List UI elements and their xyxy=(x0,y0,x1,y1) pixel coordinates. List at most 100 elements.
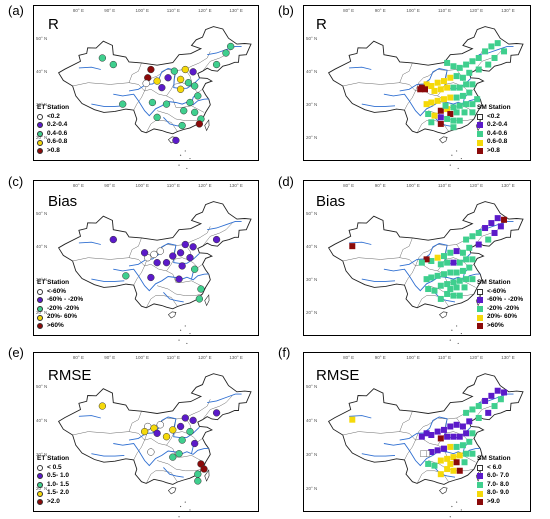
panel-label-a: (a) xyxy=(8,3,24,18)
longitude-label: 100° E xyxy=(135,183,150,188)
legend-title: ET Station xyxy=(37,455,70,462)
latitude-label: 30° N xyxy=(306,451,318,457)
legend-swatch xyxy=(477,323,483,330)
legend-item: >60% xyxy=(477,322,523,331)
latitude-label: 40° N xyxy=(36,417,48,423)
legend-swatch xyxy=(477,113,483,120)
legend-label: 20%- 60% xyxy=(487,313,517,321)
legend-swatch xyxy=(477,131,483,138)
latitude-label: 30° N xyxy=(306,102,318,108)
legend-label: <-60% xyxy=(47,287,66,295)
longitude-label: 100° E xyxy=(135,355,150,360)
legend-label: 0.2-0.4 xyxy=(487,121,508,129)
legend-item: -20% -20% xyxy=(477,305,523,314)
latitude-label: 40° N xyxy=(306,244,318,250)
latitude-label: 50° N xyxy=(36,36,48,42)
legend-item: 0.4-0.6 xyxy=(477,130,511,139)
legend-swatch xyxy=(37,490,43,497)
legend-item: -60% - -20% xyxy=(477,296,523,305)
legend-swatch xyxy=(477,306,483,313)
legend-item: 0.5- 1.0 xyxy=(37,472,69,481)
legend-label: <0.2 xyxy=(487,112,500,120)
legend-swatch xyxy=(37,288,43,295)
legend-label: 20%- 60% xyxy=(47,313,77,321)
legend-swatch xyxy=(37,306,43,313)
legend-title: SM Station xyxy=(477,455,511,462)
longitude-label: 100° E xyxy=(406,355,420,360)
panel-label-d: (d) xyxy=(278,174,294,189)
longitude-label: 100° E xyxy=(135,8,150,13)
panel-label-e: (e) xyxy=(8,345,24,360)
legend-label: < 0.5 xyxy=(47,463,62,471)
longitude-label: 130° E xyxy=(501,8,515,13)
legend-swatch xyxy=(477,288,483,295)
longitude-label: 100° E xyxy=(406,183,420,188)
panel-label-c: (c) xyxy=(8,174,24,189)
legend-item: -60% - -20% xyxy=(37,296,83,305)
south-sea-islet xyxy=(449,516,451,518)
legend-item: < 0.5 xyxy=(37,464,69,473)
longitude-label: 110° E xyxy=(437,355,452,360)
longitude-label: 120° E xyxy=(469,8,484,13)
legend-label: >2.0 xyxy=(47,497,60,505)
legend-swatch xyxy=(37,323,43,330)
legend-item: 0.2-0.4 xyxy=(477,121,511,130)
south-sea-islet xyxy=(449,339,451,341)
legend-label: -20% -20% xyxy=(47,304,80,312)
legend-item: 0.2-0.4 xyxy=(37,121,69,130)
legend-swatch xyxy=(477,490,483,497)
legend-swatch xyxy=(477,148,483,155)
legend-label: 6.0- 7.0 xyxy=(487,472,510,480)
latitude-label: 30° N xyxy=(36,451,48,457)
longitude-label: 110° E xyxy=(166,355,180,360)
legend-swatch xyxy=(37,139,43,146)
legend-title: ET Station xyxy=(37,279,70,286)
legend-title: SM Station xyxy=(477,279,511,286)
longitude-label: 120° E xyxy=(469,355,484,360)
south-sea-islet xyxy=(178,516,180,518)
legend: SM Station <-60% -60% - -20% -20% -20% 20%- … xyxy=(477,279,523,331)
legend-swatch xyxy=(477,122,483,129)
legend-item: >0.8 xyxy=(477,147,511,156)
latitude-label: 50° N xyxy=(306,383,318,389)
legend-swatch xyxy=(477,139,483,146)
legend-item: >60% xyxy=(37,322,83,331)
legend-label: 1.5- 2.0 xyxy=(47,489,70,497)
legend-item: 0.4-0.6 xyxy=(37,130,69,139)
longitude-label: 80° E xyxy=(72,183,84,188)
south-sea-islet xyxy=(457,342,459,345)
longitude-label: 90° E xyxy=(374,8,386,13)
legend-swatch xyxy=(477,464,483,471)
latitude-label: 30° N xyxy=(306,277,318,283)
south-sea-islet xyxy=(457,167,459,170)
legend-swatch xyxy=(37,482,43,489)
legend-item: 6.0- 7.0 xyxy=(477,472,511,481)
longitude-label: 90° E xyxy=(374,355,386,360)
legend-label: -20% -20% xyxy=(487,304,520,312)
legend-swatch xyxy=(37,314,43,321)
map-title: Bias xyxy=(316,193,346,210)
longitude-label: 90° E xyxy=(104,183,116,188)
latitude-label: 20° N xyxy=(306,485,318,491)
latitude-label: 20° N xyxy=(306,135,318,141)
south-sea-islet xyxy=(178,339,180,341)
legend-swatch xyxy=(37,499,43,506)
legend-label: -60% - -20% xyxy=(487,296,524,304)
legend-item: <-60% xyxy=(37,288,83,297)
legend-item: >0.8 xyxy=(37,147,69,156)
legend-item: 7.0- 8.0 xyxy=(477,481,511,490)
legend-swatch xyxy=(477,297,483,304)
south-sea-islet xyxy=(449,164,451,166)
longitude-label: 120° E xyxy=(198,355,212,360)
legend-swatch xyxy=(37,473,43,480)
legend: SM Station < 6.0 6.0- 7.0 7.0- 8.0 8.0- 9.0 >… xyxy=(477,455,511,507)
longitude-label: 80° E xyxy=(343,355,355,360)
legend-item: -20% -20% xyxy=(37,305,83,314)
legend-swatch xyxy=(477,499,483,506)
map-title: R xyxy=(48,16,59,33)
legend-item: <0.2 xyxy=(477,113,511,122)
legend-item: >2.0 xyxy=(37,498,69,507)
legend-swatch xyxy=(37,464,43,471)
legend-label: < 6.0 xyxy=(487,463,502,471)
legend-label: >60% xyxy=(47,321,64,329)
